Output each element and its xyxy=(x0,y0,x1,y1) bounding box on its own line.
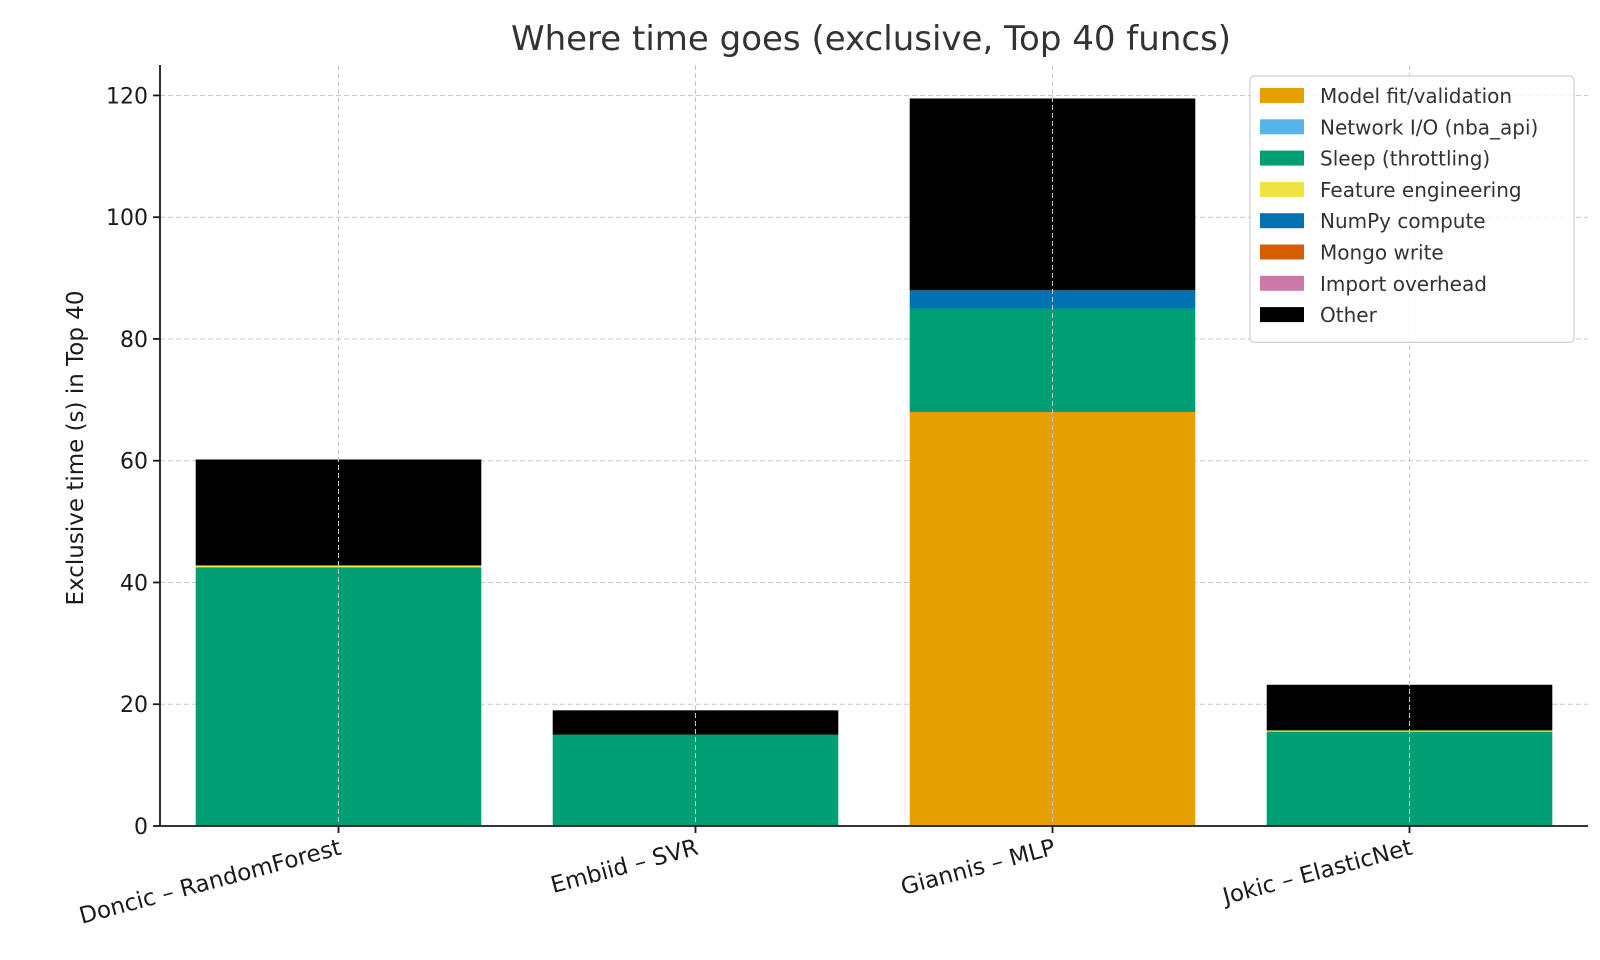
legend-swatch xyxy=(1260,244,1304,260)
legend-swatch xyxy=(1260,275,1304,291)
legend-swatch xyxy=(1260,213,1304,229)
legend-label: Network I/O (nba_api) xyxy=(1320,115,1538,139)
y-tick-label: 60 xyxy=(120,450,148,475)
legend-swatch xyxy=(1260,150,1304,166)
legend-label: Import overhead xyxy=(1320,272,1487,296)
chart-title: Where time goes (exclusive, Top 40 funcs… xyxy=(511,19,1231,59)
legend-box xyxy=(1249,75,1575,343)
x-tick-label: Jokic – ElasticNet xyxy=(1218,835,1415,911)
bar-segment xyxy=(195,565,482,568)
legend: Model fit/validation Network I/O (nba_api… xyxy=(1249,75,1575,343)
x-tick-labels: Doncic – RandomForest Embiid – SVR Giannis… xyxy=(77,826,1415,930)
y-tick-label: 0 xyxy=(134,815,148,840)
legend-swatch xyxy=(1260,181,1304,197)
legend-label: NumPy compute xyxy=(1320,209,1486,233)
legend-label: Feature engineering xyxy=(1320,178,1522,202)
x-tick-label: Giannis – MLP xyxy=(898,835,1058,901)
legend-label: Mongo write xyxy=(1320,241,1444,265)
legend-label: Model fit/validation xyxy=(1320,84,1512,108)
y-tick-label: 80 xyxy=(120,328,148,353)
legend-swatch xyxy=(1260,307,1304,323)
legend-label: Other xyxy=(1320,303,1378,327)
y-tick-label: 120 xyxy=(106,84,148,109)
legend-swatch xyxy=(1260,119,1304,135)
x-tick-label: Embiid – SVR xyxy=(548,835,701,899)
y-tick-labels: 0 20 40 60 80 100 120 xyxy=(106,84,160,840)
legend-label: Sleep (throttling) xyxy=(1320,147,1490,171)
y-tick-label: 20 xyxy=(120,693,148,718)
legend-swatch xyxy=(1260,88,1304,103)
y-tick-label: 100 xyxy=(106,206,148,231)
x-tick-label: Doncic – RandomForest xyxy=(77,835,345,930)
y-axis-label: Exclusive time (s) in Top 40 xyxy=(63,291,89,606)
grid-lines xyxy=(160,94,1588,705)
y-tick-label: 40 xyxy=(120,571,148,596)
axes xyxy=(159,65,1588,827)
